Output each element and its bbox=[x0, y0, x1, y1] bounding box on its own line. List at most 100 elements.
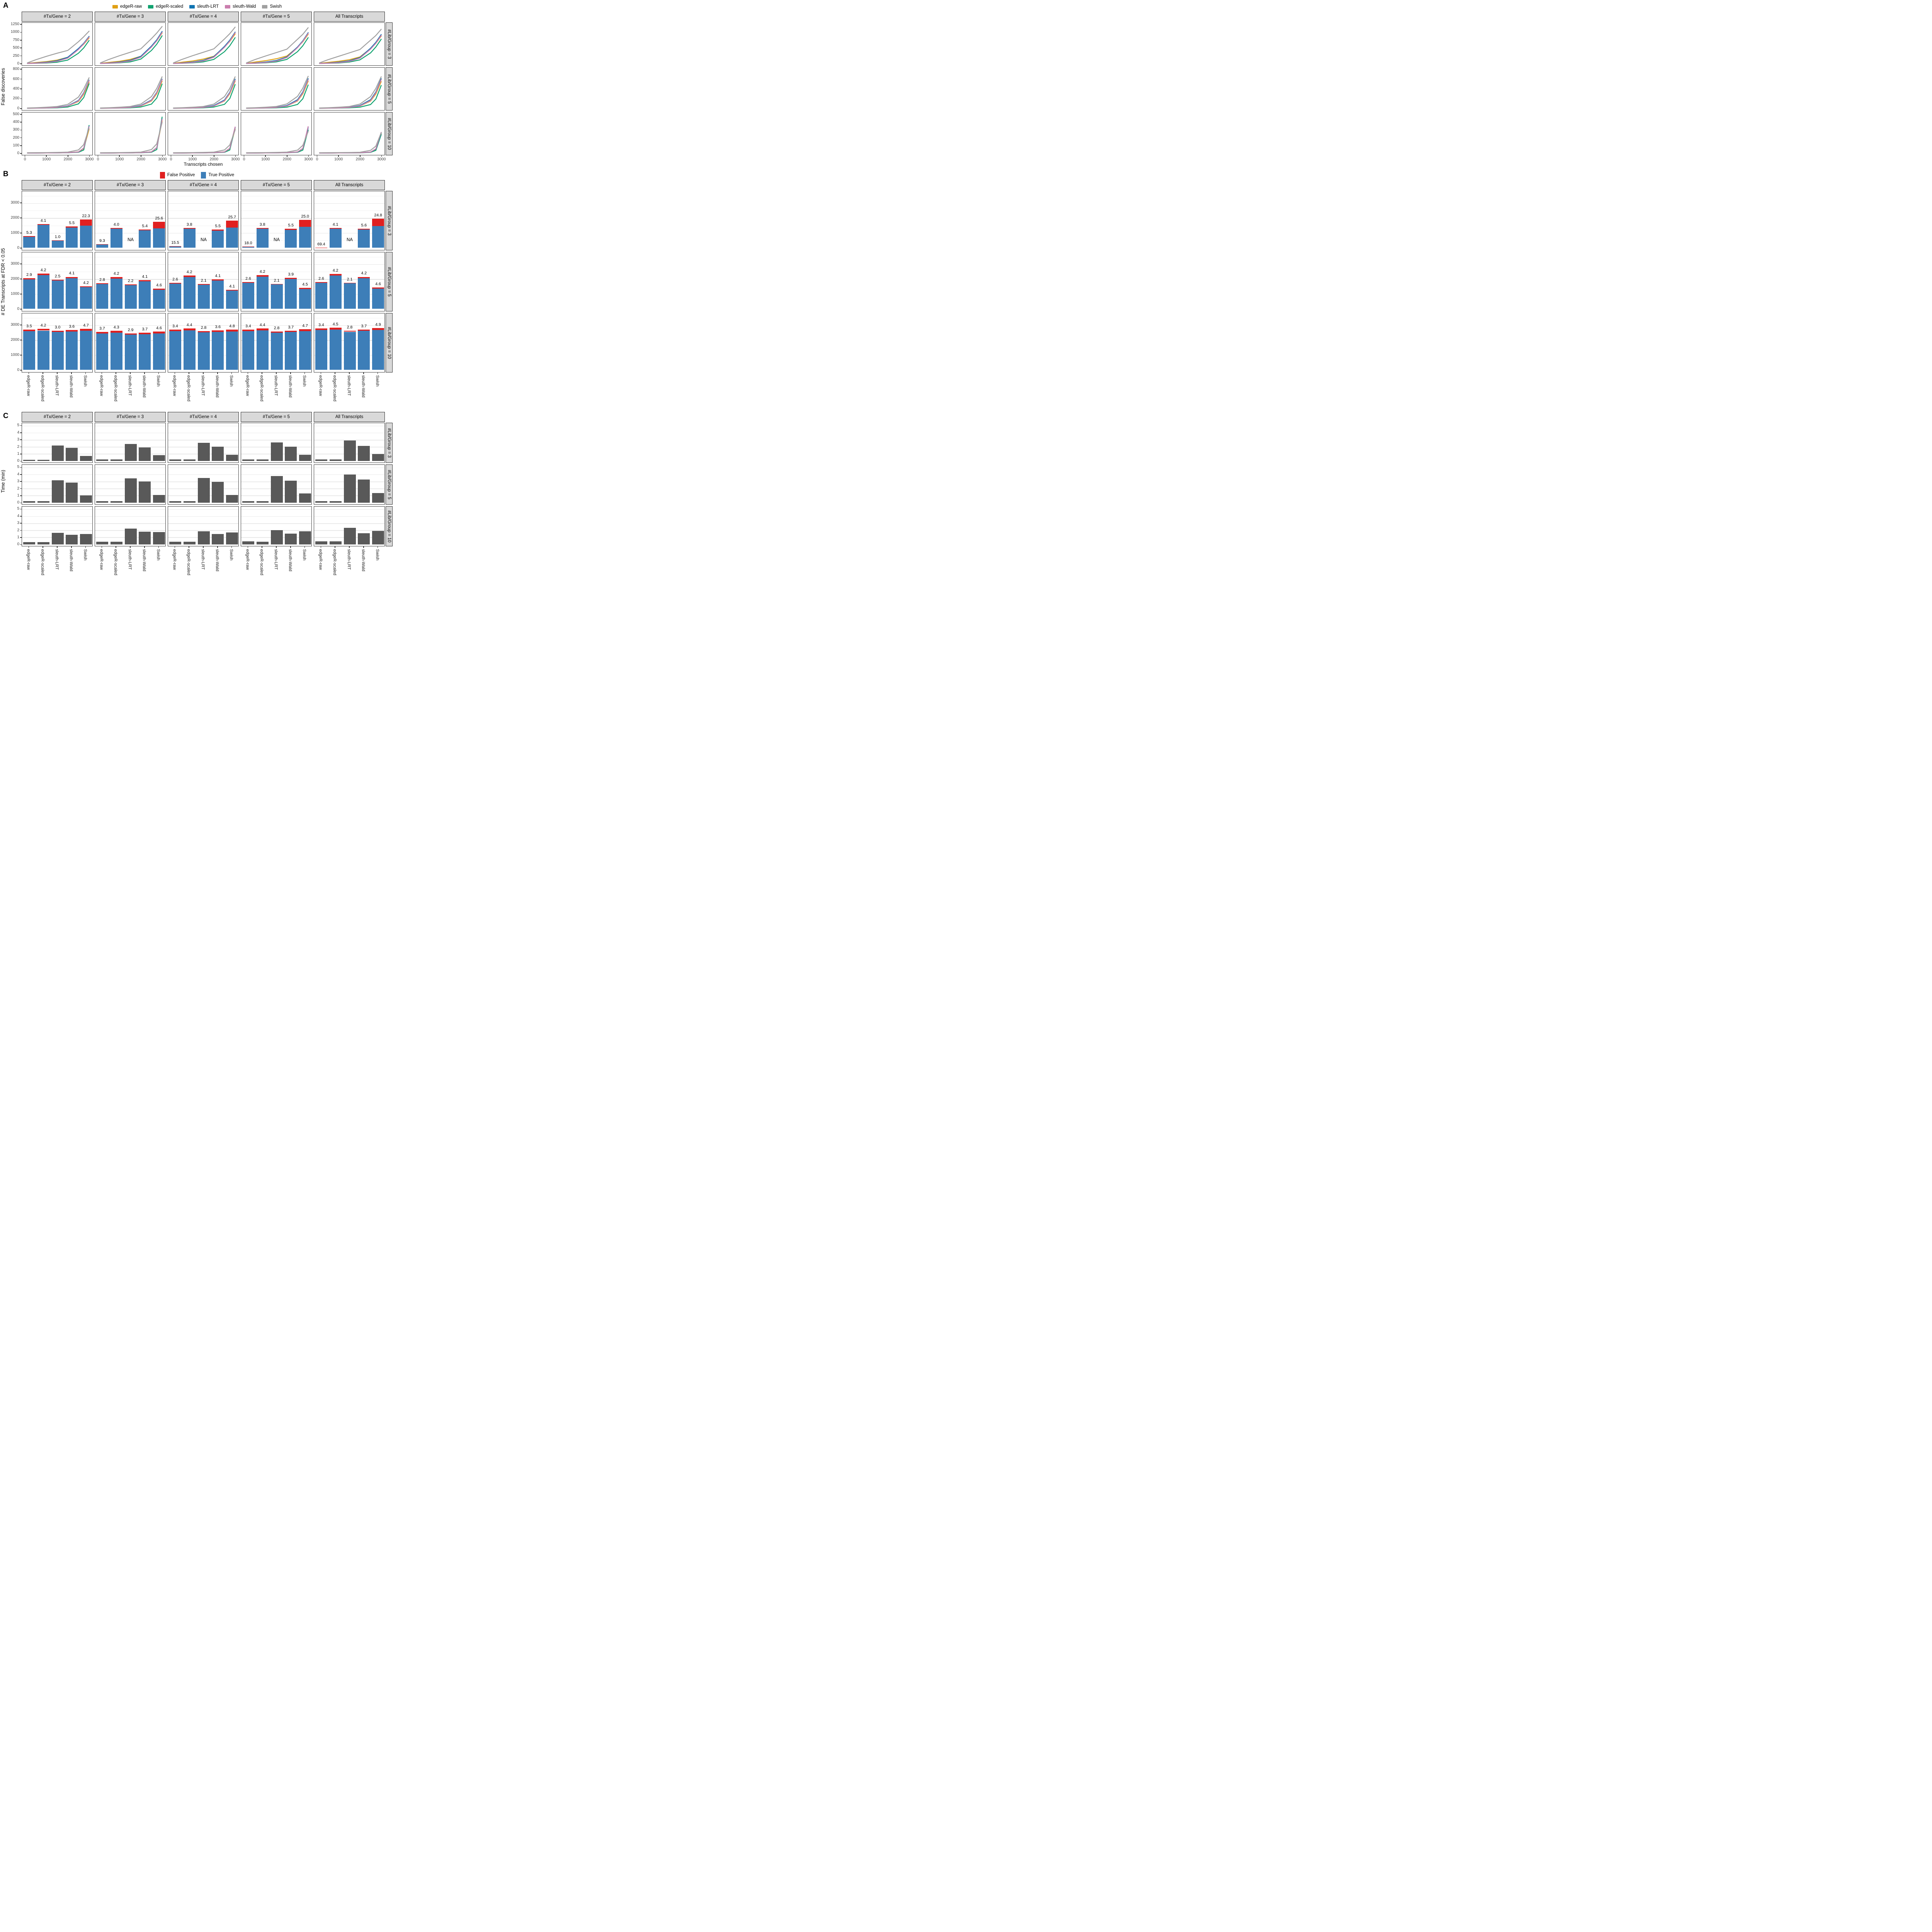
time-bar bbox=[270, 442, 283, 461]
y-axis-tick-label: 400 bbox=[13, 87, 19, 91]
true-positive-bar bbox=[226, 331, 238, 370]
time-bar bbox=[242, 459, 254, 461]
bar-value-label: 2.1 bbox=[347, 277, 353, 282]
panel-c-label: C bbox=[3, 412, 9, 420]
legend-item: sleuth-LRT bbox=[189, 4, 219, 9]
y-axis-tick-label: 0 bbox=[17, 151, 19, 155]
true-positive-bar bbox=[226, 291, 238, 309]
panel-b-header: B False Positive True Positive bbox=[0, 170, 394, 180]
y-axis-tick-label: 3 bbox=[17, 521, 19, 526]
time-bar bbox=[212, 447, 224, 461]
panel-c: C Time (min) #Tx/Gene = 2 #Tx/Gene = 3 #Tx… bbox=[0, 412, 394, 591]
facet-row-strip: #Lib/Group = 3 bbox=[386, 423, 393, 463]
time-bar bbox=[315, 459, 327, 461]
bar-value-label: 25.6 bbox=[155, 216, 163, 221]
gridline bbox=[168, 203, 238, 204]
x-axis-tick-label: 2000 bbox=[136, 157, 145, 162]
time-bar bbox=[153, 455, 165, 461]
y-axis-tick-mark bbox=[20, 32, 22, 33]
x-axis-tick-mark bbox=[57, 546, 58, 548]
y-axis-tick-mark bbox=[20, 78, 22, 80]
bar-value-label: 24.8 bbox=[374, 213, 382, 218]
false-positive-bar bbox=[358, 277, 370, 278]
false-positive-bar bbox=[183, 228, 196, 229]
line-chart bbox=[246, 126, 309, 154]
gridline bbox=[22, 203, 92, 204]
false-positive-bar bbox=[80, 286, 92, 287]
false-positive-bar bbox=[358, 228, 370, 230]
stacked-bar-facet: 9.3 4.0 NA 5.4 25.6 bbox=[95, 191, 166, 250]
x-axis-tick-mark bbox=[85, 372, 86, 374]
bar-value-label: 2.8 bbox=[201, 325, 207, 330]
line-chart bbox=[100, 26, 163, 64]
time-bar bbox=[139, 447, 151, 461]
x-axis-method-label: edgeR-scaled bbox=[113, 549, 118, 575]
x-axis-tick-mark bbox=[381, 155, 382, 157]
y-axis-tick-label: 0 bbox=[17, 368, 19, 372]
x-axis-tick-mark bbox=[217, 372, 218, 374]
bar-value-label: 4.6 bbox=[156, 283, 162, 288]
bar-value-label: 4.7 bbox=[83, 323, 89, 328]
y-axis-tick-label: 5 bbox=[17, 423, 19, 428]
x-axis-method-label: sleuth-LRT bbox=[128, 375, 132, 396]
y-axis-tick-mark bbox=[20, 309, 22, 310]
line-series-Swish bbox=[319, 132, 382, 153]
true-positive-bar bbox=[110, 229, 122, 248]
gridline bbox=[95, 474, 165, 475]
true-positive-bar bbox=[124, 285, 137, 309]
facet-column-strip: #Tx/Gene = 2 bbox=[22, 412, 93, 422]
time-bar bbox=[329, 501, 342, 503]
stacked-bar-facet: 2.6 4.2 2.1 4.1 4.1 bbox=[168, 252, 239, 311]
true-positive-bar bbox=[270, 332, 283, 370]
true-positive-bar bbox=[183, 229, 196, 248]
time-bar bbox=[358, 479, 370, 503]
bar-value-label: 4.2 bbox=[259, 269, 265, 274]
line-facet bbox=[95, 112, 166, 155]
x-axis-method-label: sleuth-Wald bbox=[141, 375, 146, 398]
x-axis-method-label: Swish bbox=[156, 375, 161, 387]
legend-key-icon bbox=[160, 172, 165, 179]
bar-value-label: 22.3 bbox=[82, 214, 90, 219]
stacked-bar-facet: 3.4 4.4 2.8 3.7 4.7 bbox=[241, 313, 312, 372]
x-axis-tick-label: 2000 bbox=[63, 157, 72, 162]
x-axis-tick-label: 3000 bbox=[304, 157, 313, 162]
bar-facet bbox=[168, 506, 239, 546]
x-axis-tick-mark bbox=[170, 155, 172, 157]
panel-a: A edgeR-raw edgeR-scaled sleuth-LRT sleu… bbox=[0, 2, 394, 168]
x-axis-tick-label: 2000 bbox=[355, 157, 364, 162]
x-axis-tick-mark bbox=[243, 155, 245, 157]
x-axis-tick-mark bbox=[265, 155, 266, 157]
y-axis-tick-label: 200 bbox=[13, 135, 19, 140]
y-axis-tick-mark bbox=[20, 474, 22, 475]
true-positive-bar bbox=[66, 278, 78, 309]
stacked-bar-facet: 15.5 3.8 NA 5.5 25.7 bbox=[168, 191, 239, 250]
bar-value-label: 25.0 bbox=[301, 214, 309, 219]
false-positive-bar bbox=[153, 331, 165, 333]
false-positive-bar bbox=[270, 331, 283, 333]
time-bar bbox=[96, 459, 108, 461]
false-positive-bar bbox=[226, 290, 238, 291]
y-axis-tick-mark bbox=[20, 516, 22, 517]
true-positive-bar bbox=[96, 284, 108, 309]
false-positive-bar bbox=[242, 282, 254, 283]
line-series-edgeR-raw bbox=[319, 133, 382, 154]
bar-value-label: 4.1 bbox=[69, 271, 75, 276]
false-positive-bar bbox=[66, 277, 78, 278]
true-positive-bar bbox=[153, 228, 165, 248]
true-positive-bar bbox=[329, 275, 342, 309]
true-positive-bar bbox=[96, 333, 108, 370]
y-axis-tick-label: 2 bbox=[17, 486, 19, 491]
panel-a-x-axis-title: Transcripts chosen bbox=[184, 162, 223, 167]
bar-value-label: 2.6 bbox=[172, 277, 178, 282]
time-bar bbox=[315, 501, 327, 503]
x-axis-method-label: sleuth-Wald bbox=[361, 375, 366, 398]
facet-row-strip: #Lib/Group = 5 bbox=[386, 67, 393, 111]
bar-value-label: 3.7 bbox=[288, 325, 294, 330]
bar-facet bbox=[314, 423, 385, 463]
facet-column-strip: #Tx/Gene = 2 bbox=[22, 180, 93, 190]
time-bar bbox=[256, 541, 269, 544]
line-series-Swish bbox=[27, 77, 90, 109]
x-axis-tick-label: 0 bbox=[243, 157, 245, 162]
true-positive-bar bbox=[256, 330, 269, 370]
bar-value-label: 3.4 bbox=[245, 324, 251, 329]
